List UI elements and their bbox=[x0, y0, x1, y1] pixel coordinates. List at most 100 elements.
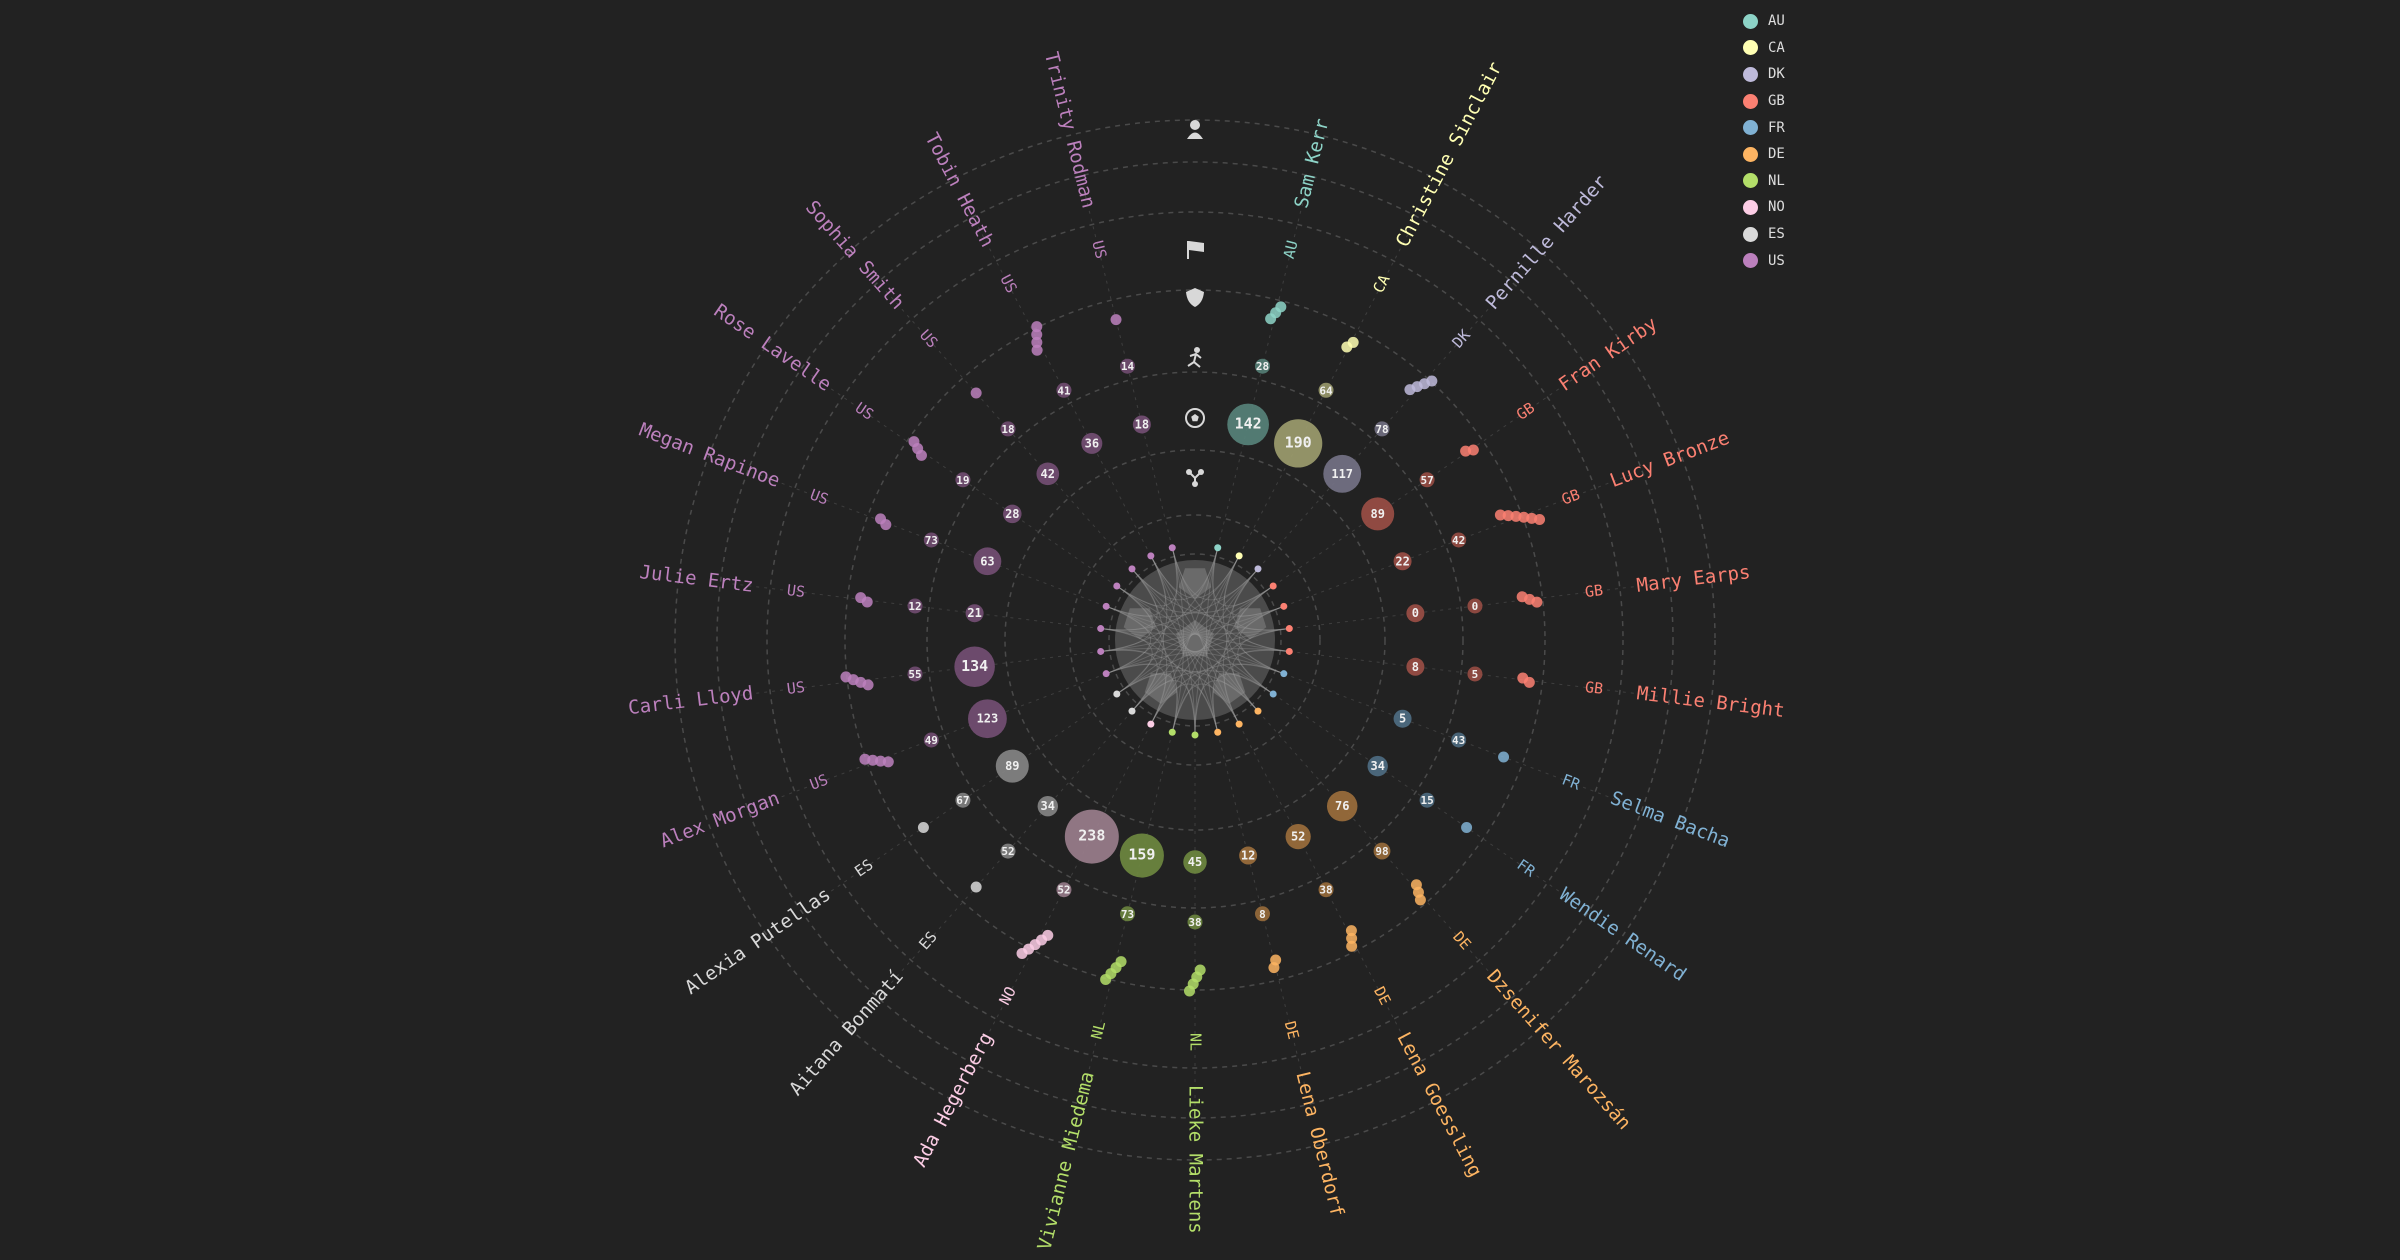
hub-node bbox=[1214, 544, 1222, 552]
grid-ring bbox=[1004, 449, 1386, 831]
assists-label: 15 bbox=[1420, 794, 1433, 807]
assists-label: 98 bbox=[1375, 845, 1388, 858]
network-link bbox=[1116, 555, 1168, 695]
network-link bbox=[1171, 649, 1290, 733]
goals-label: 28 bbox=[1005, 507, 1019, 521]
assists-bubble bbox=[1467, 666, 1483, 682]
network-link bbox=[1100, 628, 1274, 695]
legend-swatch bbox=[1743, 66, 1758, 82]
club-dot bbox=[875, 513, 887, 525]
legend-label: DK bbox=[1768, 66, 1785, 83]
spoke bbox=[1272, 372, 1583, 587]
country-code-label: DE bbox=[1281, 1019, 1303, 1041]
network-link bbox=[1226, 568, 1259, 712]
assists-bubble bbox=[1056, 882, 1072, 898]
country-code-label: NL bbox=[1187, 1033, 1205, 1051]
network-link bbox=[1106, 605, 1151, 675]
network-link bbox=[1100, 628, 1196, 736]
hub-node bbox=[1102, 670, 1110, 678]
network-link bbox=[1171, 547, 1290, 652]
spoke bbox=[728, 650, 1101, 698]
player-name-label: Lena Oberdorf bbox=[1291, 1069, 1348, 1219]
legend-item: AU bbox=[1743, 8, 1785, 35]
assists-bubble bbox=[1419, 472, 1435, 488]
spoke bbox=[1238, 223, 1414, 557]
assists-label: 14 bbox=[1121, 360, 1135, 373]
ball-patch bbox=[1212, 673, 1246, 704]
assists-label: 8 bbox=[1259, 908, 1266, 921]
network-link bbox=[1106, 605, 1178, 733]
assists-bubble bbox=[1318, 882, 1334, 898]
legend-swatch bbox=[1743, 146, 1758, 162]
network-link bbox=[1100, 585, 1153, 652]
goals-label: 117 bbox=[1331, 467, 1353, 481]
club-dot bbox=[1275, 301, 1287, 313]
hub-node bbox=[1235, 720, 1243, 728]
ball-patch bbox=[1178, 568, 1212, 599]
network-link bbox=[1237, 585, 1290, 652]
legend-item: CA bbox=[1743, 35, 1785, 62]
goals-bubble bbox=[965, 604, 984, 623]
assists-bubble bbox=[1254, 358, 1270, 374]
player-name-label: Selma Bacha bbox=[1607, 787, 1732, 852]
network-link bbox=[1116, 568, 1259, 695]
player-name-label: Vivianne Miedema bbox=[1033, 1069, 1098, 1252]
club-dot bbox=[1534, 514, 1546, 526]
hub-node bbox=[1254, 707, 1262, 715]
hub-node bbox=[1191, 731, 1199, 739]
network-link bbox=[1116, 585, 1284, 675]
assists-label: 64 bbox=[1319, 384, 1333, 397]
network-link bbox=[1116, 673, 1178, 733]
club-dot bbox=[1531, 596, 1543, 608]
goals-bubble bbox=[1274, 419, 1323, 468]
legend: AU CA DK GB FR DE NL NO ES US bbox=[1743, 8, 1785, 274]
network-link bbox=[1171, 683, 1240, 733]
goals-bubble bbox=[1064, 809, 1119, 864]
legend-swatch bbox=[1743, 40, 1758, 56]
country-code-label: ES bbox=[851, 855, 876, 880]
goals-bubble bbox=[1183, 850, 1207, 874]
spoke bbox=[1082, 183, 1173, 548]
assists-bubble bbox=[1467, 598, 1483, 614]
club-dot bbox=[840, 671, 852, 683]
network-link bbox=[1222, 585, 1274, 725]
hub-node bbox=[1113, 690, 1121, 698]
goals-label: 34 bbox=[1370, 759, 1384, 773]
goals-bubble bbox=[1361, 497, 1395, 531]
ring-icons bbox=[1185, 120, 1205, 487]
goals-bubble bbox=[1003, 504, 1022, 524]
legend-item: US bbox=[1743, 247, 1785, 274]
legend-swatch bbox=[1743, 120, 1758, 136]
club-dot bbox=[1031, 344, 1043, 356]
legend-swatch bbox=[1743, 173, 1758, 189]
hub-node bbox=[1097, 647, 1105, 655]
country-code-label: ES bbox=[915, 928, 940, 953]
network-link bbox=[1116, 628, 1290, 695]
country-code-label: US bbox=[996, 272, 1020, 296]
player-name-label: Ada Hegerberg bbox=[909, 1029, 998, 1171]
goals-bubble bbox=[1227, 403, 1269, 446]
network-link bbox=[1100, 547, 1219, 652]
assists-label: 5 bbox=[1472, 668, 1479, 681]
ball-icon bbox=[1185, 408, 1205, 428]
network-link bbox=[1212, 547, 1284, 675]
hub-node bbox=[1128, 707, 1136, 715]
goals-bubble bbox=[1132, 415, 1151, 434]
legend-label: NO bbox=[1768, 199, 1785, 216]
network-link bbox=[1106, 605, 1259, 712]
hub-node bbox=[1285, 625, 1293, 633]
player-name-label: Pernille Harder bbox=[1481, 171, 1611, 314]
legend-swatch bbox=[1743, 13, 1758, 29]
network-link bbox=[1212, 605, 1284, 733]
club-dot bbox=[1498, 751, 1510, 763]
goals-bubble bbox=[973, 547, 1002, 576]
player-name-label: Lieke Martens bbox=[1185, 1085, 1207, 1234]
grid-ring bbox=[1069, 514, 1321, 766]
goals-label: 159 bbox=[1128, 846, 1155, 864]
assists-label: 19 bbox=[956, 474, 969, 487]
club-dot bbox=[859, 753, 871, 765]
goals-bubble bbox=[1036, 462, 1060, 486]
player-name-label: Alexia Putellas bbox=[681, 883, 835, 999]
club-dot bbox=[1346, 932, 1358, 944]
hub-node bbox=[1254, 565, 1262, 573]
